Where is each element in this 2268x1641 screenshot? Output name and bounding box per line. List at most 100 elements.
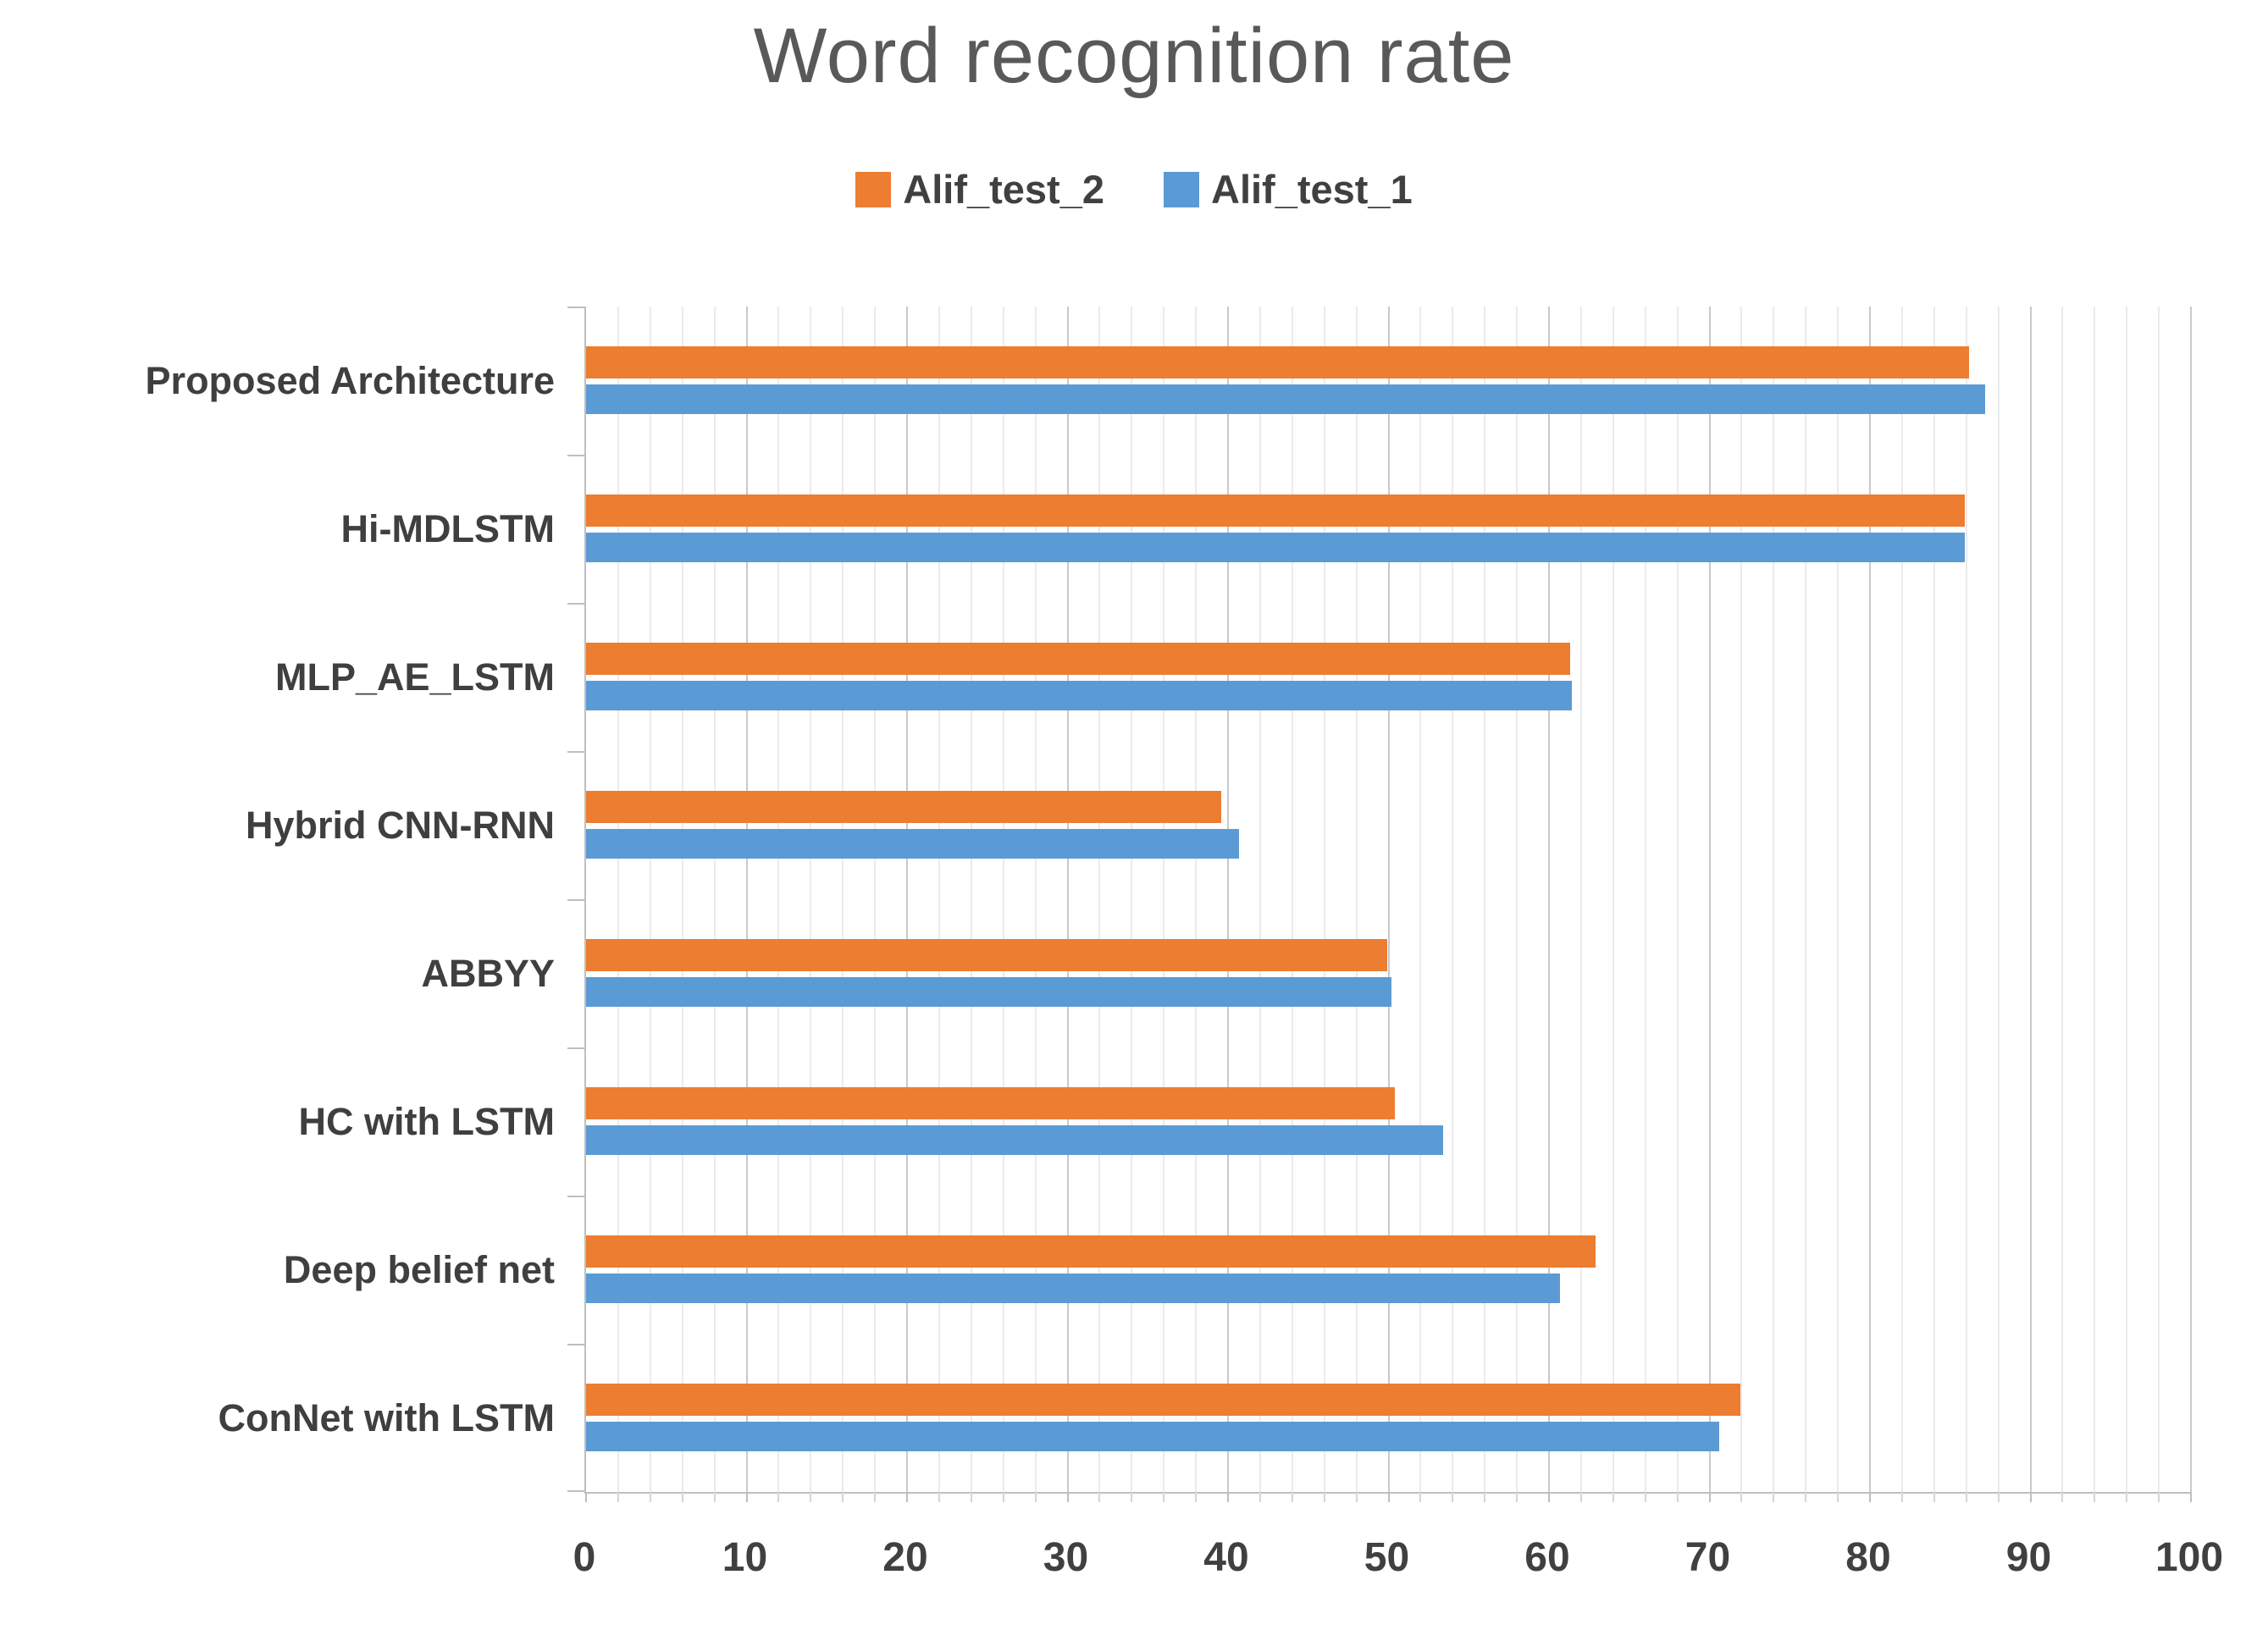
value-axis-tick-16 [842, 1492, 844, 1502]
major-gridline-20 [906, 307, 908, 1492]
category-axis-tick [567, 1344, 586, 1345]
bar-row-abbyy [586, 899, 2191, 1047]
plot-area [567, 307, 2192, 1502]
minor-gridline-6 [681, 307, 683, 1492]
minor-gridline-88 [1997, 307, 2000, 1492]
category-axis-tick [567, 307, 586, 308]
minor-gridline-46 [1323, 307, 1325, 1492]
major-gridline-100 [2190, 307, 2192, 1492]
value-axis-tick-6 [681, 1492, 683, 1502]
category-label-proposed-architecture: Proposed Architecture [145, 358, 555, 402]
bar-alif-test-2-proposed-architecture [586, 346, 1970, 378]
bar-alif-test-2-deep-belief-net [586, 1235, 1596, 1268]
value-axis-tick-82 [1900, 1492, 1903, 1502]
minor-gridline-32 [1098, 307, 1101, 1492]
value-axis-tick-98 [2158, 1492, 2160, 1502]
bar-row-mlp-ae-lstm [586, 603, 2191, 751]
value-axis-tick-64 [1612, 1492, 1614, 1502]
major-gridline-90 [2029, 307, 2032, 1492]
value-axis-tick-76 [1805, 1492, 1807, 1502]
value-axis-label-100: 100 [2155, 1535, 2224, 1580]
value-axis-tick-96 [2126, 1492, 2128, 1502]
major-gridline-50 [1387, 307, 1390, 1492]
value-axis-tick-2 [617, 1492, 619, 1502]
category-axis-tick [567, 603, 586, 605]
minor-gridline-84 [1933, 307, 1935, 1492]
category-axis-tick [567, 1490, 586, 1492]
bar-row-hybrid-cnn-rnn [586, 751, 2191, 899]
bar-alif-test-1-proposed-architecture [586, 384, 1986, 414]
minor-gridline-22 [938, 307, 940, 1492]
minor-gridline-56 [1484, 307, 1486, 1492]
bar-alif-test-1-deep-belief-net [586, 1274, 1561, 1303]
category-label-hi-mdlstm: Hi-MDLSTM [340, 506, 555, 550]
value-axis-label-50: 50 [1364, 1535, 1410, 1580]
minor-gridline-58 [1516, 307, 1518, 1492]
bar-alif-test-1-mlp-ae-lstm [586, 681, 1572, 710]
minor-gridline-98 [2158, 307, 2160, 1492]
value-axis-tick-22 [938, 1492, 940, 1502]
value-axis-tick-92 [2061, 1492, 2064, 1502]
value-axis-label-40: 40 [1203, 1535, 1249, 1580]
value-axis-tick-80 [1869, 1492, 1871, 1502]
value-axis-tick-56 [1484, 1492, 1486, 1502]
minor-gridline-42 [1258, 307, 1261, 1492]
legend-label-alif-test-2: Alif_test_2 [903, 167, 1104, 212]
value-axis-tick-66 [1644, 1492, 1646, 1502]
value-axis-labels: 0 10 20 30 40 50 60 70 80 90 100 [573, 1534, 2223, 1602]
category-axis-labels: Proposed Architecture Hi-MDLSTM MLP_AE_LST… [0, 307, 555, 1492]
minor-gridline-86 [1965, 307, 1967, 1492]
minor-gridline-12 [777, 307, 780, 1492]
value-axis-tick-14 [810, 1492, 812, 1502]
value-axis-tick-90 [2029, 1492, 2032, 1502]
value-axis-tick-42 [1258, 1492, 1261, 1502]
category-axis-tick [567, 455, 586, 456]
value-axis-label-30: 30 [1043, 1535, 1089, 1580]
value-axis-tick-72 [1740, 1492, 1743, 1502]
value-axis-tick-28 [1034, 1492, 1037, 1502]
legend: Alif_test_2 Alif_test_1 [0, 166, 2268, 213]
minor-gridline-74 [1773, 307, 1775, 1492]
value-axis-tick-12 [777, 1492, 780, 1502]
bar-alif-test-2-abbyy [586, 939, 1387, 971]
value-axis-label-70: 70 [1684, 1535, 1731, 1580]
value-axis-tick-94 [2094, 1492, 2096, 1502]
minor-gridline-16 [842, 307, 844, 1492]
value-axis-tick-10 [745, 1492, 748, 1502]
value-axis-tick-36 [1163, 1492, 1165, 1502]
chart-title: Word recognition rate [753, 13, 1515, 99]
minor-gridline-62 [1579, 307, 1582, 1492]
bar-row-connet-with-lstm [586, 1344, 2191, 1492]
minor-gridline-68 [1676, 307, 1679, 1492]
minor-gridline-96 [2126, 307, 2128, 1492]
value-axis-tick-78 [1837, 1492, 1839, 1502]
legend-label-alif-test-1: Alif_test_1 [1211, 167, 1413, 212]
major-gridline-60 [1548, 307, 1550, 1492]
bar-alif-test-2-hybrid-cnn-rnn [586, 791, 1222, 823]
value-axis-tick-88 [1997, 1492, 2000, 1502]
category-axis-tick [567, 1196, 586, 1197]
value-axis-tick-40 [1227, 1492, 1229, 1502]
value-axis-tick-38 [1195, 1492, 1198, 1502]
value-axis-label-10: 10 [722, 1535, 768, 1580]
bar-row-proposed-architecture [586, 307, 2191, 455]
minor-gridline-76 [1805, 307, 1807, 1492]
legend-swatch-orange [855, 171, 892, 207]
category-label-deep-belief-net: Deep belief net [283, 1247, 555, 1291]
minor-gridline-26 [1002, 307, 1004, 1492]
bar-alif-test-2-hi-mdlstm [586, 495, 1965, 527]
minor-gridline-8 [713, 307, 716, 1492]
minor-gridline-34 [1131, 307, 1133, 1492]
minor-gridline-44 [1291, 307, 1293, 1492]
major-gridline-30 [1066, 307, 1069, 1492]
value-axis-tick-24 [970, 1492, 972, 1502]
category-label-connet-with-lstm: ConNet with LSTM [218, 1395, 555, 1439]
value-axis-tick-8 [713, 1492, 716, 1502]
bar-row-deep-belief-net [586, 1196, 2191, 1344]
category-label-hc-with-lstm: HC with LSTM [298, 1099, 555, 1143]
value-axis-tick-18 [874, 1492, 877, 1502]
value-axis-tick-86 [1965, 1492, 1967, 1502]
minor-gridline-64 [1612, 307, 1614, 1492]
value-axis-tick-0 [585, 1492, 587, 1502]
